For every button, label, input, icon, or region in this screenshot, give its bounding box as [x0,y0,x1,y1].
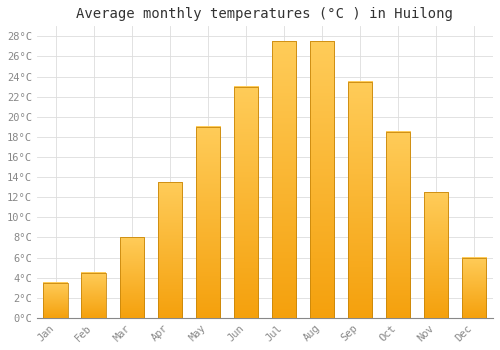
Bar [462,258,486,318]
Bar [44,283,68,318]
Bar [158,182,182,318]
Bar [386,132,410,318]
Bar [386,132,410,318]
Bar [462,258,486,318]
Bar [196,127,220,318]
Bar [196,127,220,318]
Title: Average monthly temperatures (°C ) in Huilong: Average monthly temperatures (°C ) in Hu… [76,7,454,21]
Bar [120,237,144,318]
Bar [310,41,334,318]
Bar [120,237,144,318]
Bar [310,41,334,318]
Bar [272,41,296,318]
Bar [234,86,258,318]
Bar [158,182,182,318]
Bar [82,273,106,318]
Bar [44,283,68,318]
Bar [424,192,448,318]
Bar [82,273,106,318]
Bar [234,86,258,318]
Bar [272,41,296,318]
Bar [424,192,448,318]
Bar [348,82,372,318]
Bar [348,82,372,318]
